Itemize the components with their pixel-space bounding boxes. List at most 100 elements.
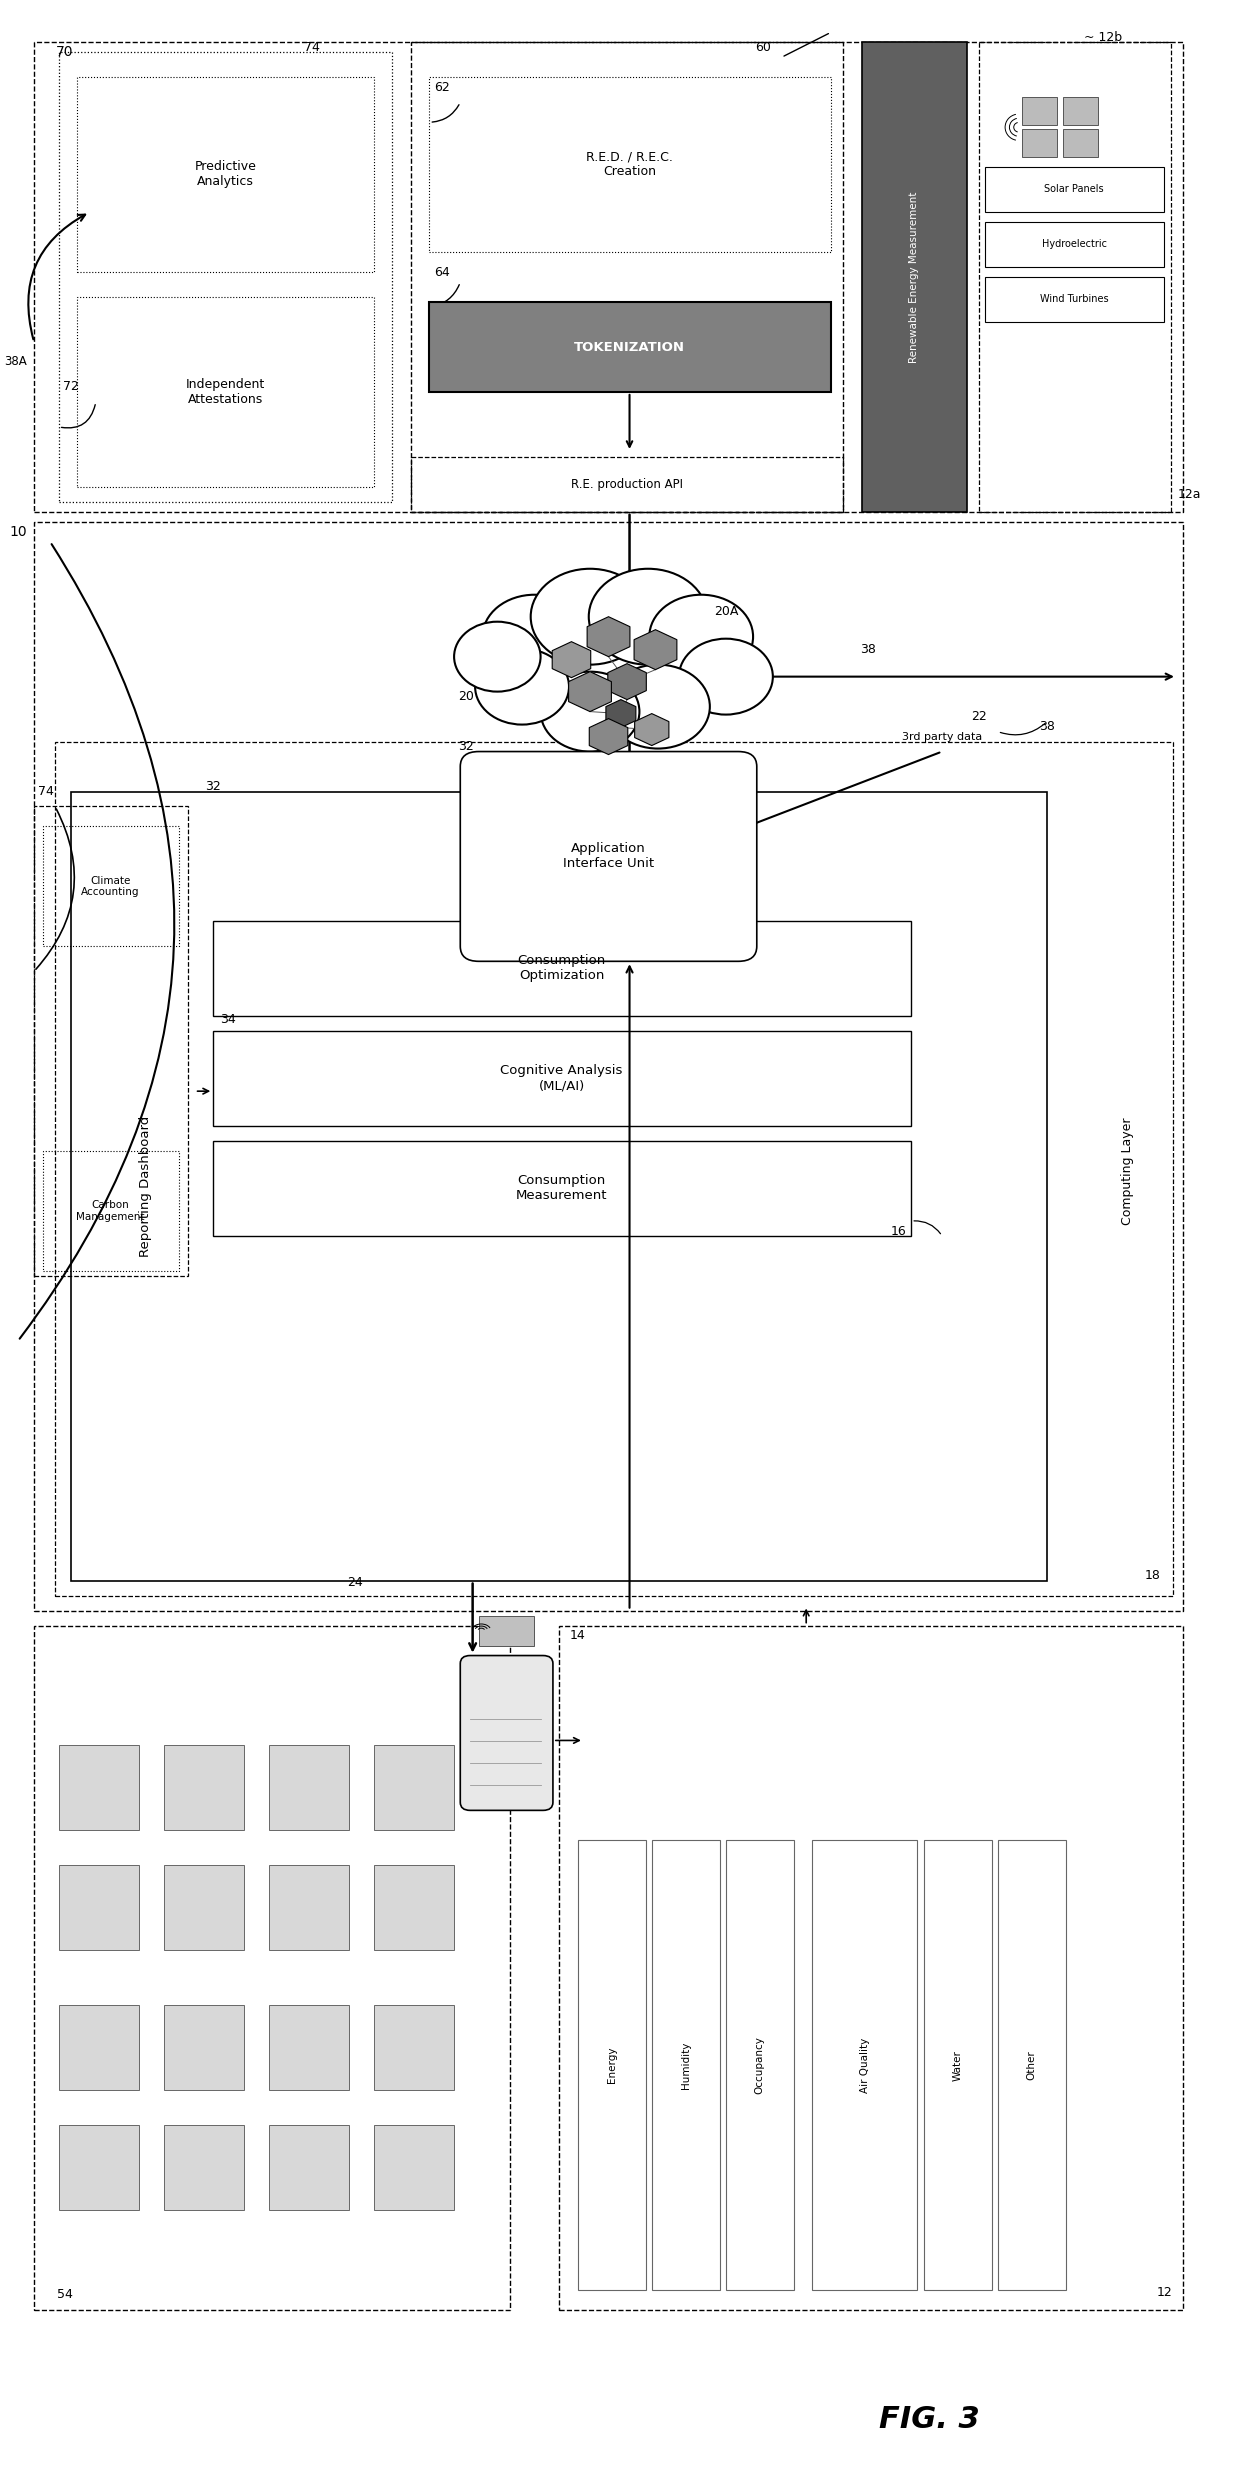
Polygon shape (587, 618, 630, 658)
Bar (33, 807, 188, 1275)
Text: Occupancy: Occupancy (755, 2035, 765, 2095)
Bar (55, 742, 1173, 1597)
Text: Hydroelectric: Hydroelectric (1042, 239, 1107, 249)
Bar (373, 1746, 454, 1831)
Text: 64: 64 (434, 267, 450, 279)
Bar (77, 77, 373, 272)
Text: Carbon
Management: Carbon Management (77, 1201, 145, 1223)
Text: 62: 62 (434, 80, 450, 95)
Text: 38A: 38A (4, 356, 27, 369)
Text: R.E. production API: R.E. production API (572, 478, 683, 491)
Bar (269, 2125, 350, 2210)
Text: 38: 38 (1039, 720, 1055, 732)
Bar (986, 277, 1164, 321)
Text: 20A: 20A (714, 605, 738, 618)
Bar (980, 42, 1171, 511)
Text: Consumption
Measurement: Consumption Measurement (516, 1173, 608, 1203)
Bar (410, 456, 843, 511)
Bar (429, 301, 831, 391)
Text: Consumption
Optimization: Consumption Optimization (517, 954, 605, 981)
Text: 18: 18 (1145, 1569, 1161, 1582)
Text: Solar Panels: Solar Panels (1044, 184, 1104, 194)
Circle shape (475, 648, 569, 725)
Bar (213, 1031, 911, 1126)
Bar (164, 2125, 244, 2210)
Text: FIG. 3: FIG. 3 (879, 2406, 980, 2434)
Polygon shape (635, 712, 668, 745)
FancyBboxPatch shape (460, 752, 756, 962)
Text: 70: 70 (56, 45, 73, 60)
Polygon shape (569, 673, 611, 712)
Text: 14: 14 (569, 1629, 585, 1642)
Circle shape (482, 595, 587, 678)
Text: 32: 32 (459, 740, 475, 752)
Bar (269, 1746, 350, 1831)
Bar (1023, 97, 1056, 125)
Bar (71, 792, 1047, 1582)
Bar (164, 2005, 244, 2090)
Bar (42, 1151, 179, 1270)
Text: Climate
Accounting: Climate Accounting (82, 877, 140, 897)
Text: 54: 54 (57, 2289, 73, 2302)
Text: Other: Other (1027, 2050, 1037, 2080)
Bar (213, 922, 911, 1016)
Text: Humidity: Humidity (681, 2043, 691, 2090)
Text: 10: 10 (9, 526, 27, 538)
Circle shape (680, 638, 773, 715)
Bar (410, 42, 843, 511)
Text: 12: 12 (1157, 2287, 1172, 2299)
Bar (164, 1866, 244, 1950)
Text: 32: 32 (206, 780, 221, 792)
Bar (559, 1627, 1183, 2309)
Polygon shape (608, 663, 646, 700)
FancyBboxPatch shape (460, 1657, 553, 1811)
Text: Wind Turbines: Wind Turbines (1040, 294, 1109, 304)
Bar (986, 167, 1164, 212)
Bar (924, 1841, 992, 2289)
Text: 72: 72 (63, 381, 79, 394)
Bar (373, 2005, 454, 2090)
Text: Application
Interface Unit: Application Interface Unit (563, 842, 653, 869)
Text: Predictive
Analytics: Predictive Analytics (195, 159, 257, 189)
Polygon shape (589, 717, 627, 755)
Text: Water: Water (952, 2050, 962, 2080)
Bar (429, 77, 831, 252)
Text: TOKENIZATION: TOKENIZATION (574, 341, 684, 354)
Text: 34: 34 (221, 1014, 236, 1026)
Text: Cognitive Analysis
(ML/AI): Cognitive Analysis (ML/AI) (501, 1064, 622, 1091)
Bar (213, 1141, 911, 1236)
Bar (986, 222, 1164, 267)
Bar (1063, 97, 1097, 125)
Bar (58, 1866, 139, 1950)
Text: Renewable Energy Measurement: Renewable Energy Measurement (909, 192, 919, 364)
Text: Reporting Dashboard: Reporting Dashboard (139, 1116, 151, 1255)
Text: Energy: Energy (606, 2048, 616, 2082)
Bar (33, 521, 1183, 1612)
Bar (77, 296, 373, 486)
Text: 60: 60 (755, 40, 771, 55)
Bar (269, 1866, 350, 1950)
Bar (373, 2125, 454, 2210)
Bar (479, 1617, 534, 1647)
Circle shape (650, 595, 753, 678)
Text: R.E.D. / R.E.C.
Creation: R.E.D. / R.E.C. Creation (587, 149, 673, 179)
Circle shape (454, 623, 541, 692)
Circle shape (606, 665, 709, 750)
Text: 74: 74 (38, 785, 55, 797)
Bar (998, 1841, 1065, 2289)
Circle shape (589, 568, 707, 665)
Polygon shape (606, 700, 636, 727)
Bar (652, 1841, 719, 2289)
Bar (578, 1841, 646, 2289)
Bar (33, 1627, 510, 2309)
Polygon shape (552, 643, 590, 678)
Bar (725, 1841, 794, 2289)
Bar (58, 1746, 139, 1831)
Text: Independent
Attestations: Independent Attestations (186, 379, 265, 406)
Bar (373, 1866, 454, 1950)
Bar (42, 827, 179, 947)
Bar (862, 42, 967, 511)
Bar (269, 2005, 350, 2090)
Bar (812, 1841, 918, 2289)
Text: Computing Layer: Computing Layer (1121, 1118, 1133, 1226)
